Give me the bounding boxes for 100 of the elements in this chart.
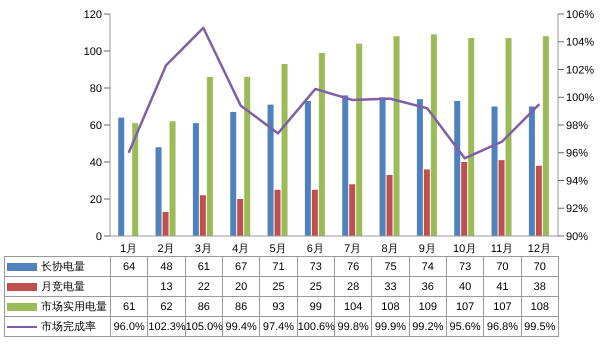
data-label: 75 <box>372 256 410 276</box>
legend-label: 市场实用电量 <box>4 296 110 316</box>
y2-tick-label: 90% <box>566 230 588 243</box>
x-tick-label: 9月 <box>418 242 436 255</box>
bar <box>394 36 400 236</box>
data-label: 99.8% <box>334 316 372 336</box>
data-label: 67 <box>222 256 260 276</box>
bar <box>118 118 124 236</box>
x-tick-label: 5月 <box>269 242 287 255</box>
data-label: 99.9% <box>372 316 410 336</box>
bar <box>170 121 176 236</box>
data-label: 105.0% <box>185 316 223 336</box>
bar <box>200 195 206 236</box>
bar <box>268 104 274 236</box>
data-label: 20 <box>222 276 260 296</box>
legend-label: 市场完成率 <box>4 316 110 336</box>
data-label: 36 <box>409 276 446 296</box>
data-label: 74 <box>409 256 446 276</box>
bar <box>498 160 505 236</box>
bar <box>430 34 437 236</box>
data-label: 13 <box>148 276 186 296</box>
y2-tick-label: 104% <box>566 36 594 49</box>
bar <box>424 169 430 236</box>
bar <box>244 76 250 236</box>
x-tick-label: 10月 <box>453 242 476 255</box>
x-tick-label: 3月 <box>194 242 212 255</box>
y-tick-label: 80 <box>90 82 102 95</box>
bar <box>304 100 311 236</box>
bar <box>468 38 474 236</box>
data-label: 108 <box>521 296 558 316</box>
bar <box>162 212 169 236</box>
data-label: 64 <box>110 256 148 276</box>
x-tick-label: 7月 <box>344 242 362 255</box>
data-label: 100.6% <box>297 316 335 336</box>
data-label: 108 <box>372 296 410 316</box>
bar <box>349 184 356 236</box>
bar <box>237 199 244 236</box>
bar <box>274 190 281 236</box>
data-label: 71 <box>260 256 298 276</box>
data-label: 73 <box>446 256 484 276</box>
y2-tick-label: 96% <box>566 148 588 160</box>
data-label: 99 <box>297 296 334 316</box>
data-label: 107 <box>446 296 484 316</box>
data-label: 95.6% <box>446 316 484 336</box>
x-tick-label: 2月 <box>157 242 175 255</box>
bar <box>318 52 325 236</box>
data-label: 93 <box>260 296 298 316</box>
line-series <box>127 26 541 160</box>
data-label: 97.4% <box>260 316 298 336</box>
x-tick-label: 12月 <box>528 242 551 255</box>
x-tick-label: 6月 <box>306 242 324 255</box>
y2-tick-label: 102% <box>566 64 594 76</box>
data-label: 61 <box>110 296 148 316</box>
bar <box>542 36 549 236</box>
y-tick-label: 0 <box>96 230 102 243</box>
y2-tick-label: 100% <box>566 92 594 104</box>
y2-tick-label: 106% <box>566 8 594 21</box>
data-label: 48 <box>148 256 186 276</box>
bar <box>416 99 423 236</box>
legend-label: 长协电量 <box>4 256 110 276</box>
data-label: 107 <box>484 296 522 316</box>
x-tick-label: 1月 <box>120 242 138 255</box>
data-label: 28 <box>334 276 372 296</box>
bar <box>206 76 213 236</box>
y2-tick-label: 98% <box>566 120 588 132</box>
data-label: 99.5% <box>521 316 558 336</box>
data-label: 86 <box>185 296 222 316</box>
data-label: 40 <box>446 276 484 296</box>
data-label: 38 <box>521 276 558 296</box>
bar <box>461 162 468 236</box>
x-tick-label: 11月 <box>490 242 514 255</box>
data-label: 62 <box>148 296 186 316</box>
data-label: 25 <box>297 276 334 296</box>
legend-label: 月竞电量 <box>4 276 110 296</box>
data-label: 96.0% <box>110 316 148 336</box>
data-label: 70 <box>484 256 522 276</box>
bar <box>132 123 138 236</box>
data-label: 41 <box>484 276 522 296</box>
data-label: 99.4% <box>222 316 260 336</box>
y-tick-label: 40 <box>90 156 102 169</box>
y-tick-label: 20 <box>90 194 102 206</box>
data-label: 104 <box>334 296 372 316</box>
y-tick-label: 100 <box>84 46 102 58</box>
bar <box>230 112 236 236</box>
data-label: 33 <box>372 276 410 296</box>
bar <box>156 147 162 236</box>
bar <box>380 97 386 236</box>
data-label: 76 <box>334 256 372 276</box>
data-label: 96.8% <box>484 316 522 336</box>
bar <box>536 166 542 236</box>
data-label: 25 <box>260 276 298 296</box>
bar <box>506 38 512 236</box>
y2-tick-label: 92% <box>566 203 588 216</box>
x-tick-label: 8月 <box>381 242 399 255</box>
data-label: 70 <box>521 256 558 276</box>
bar <box>342 95 348 236</box>
y-tick-label: 60 <box>90 120 102 132</box>
bar <box>454 100 460 236</box>
x-tick-label: 4月 <box>232 242 250 255</box>
y-tick-label: 120 <box>84 8 102 21</box>
